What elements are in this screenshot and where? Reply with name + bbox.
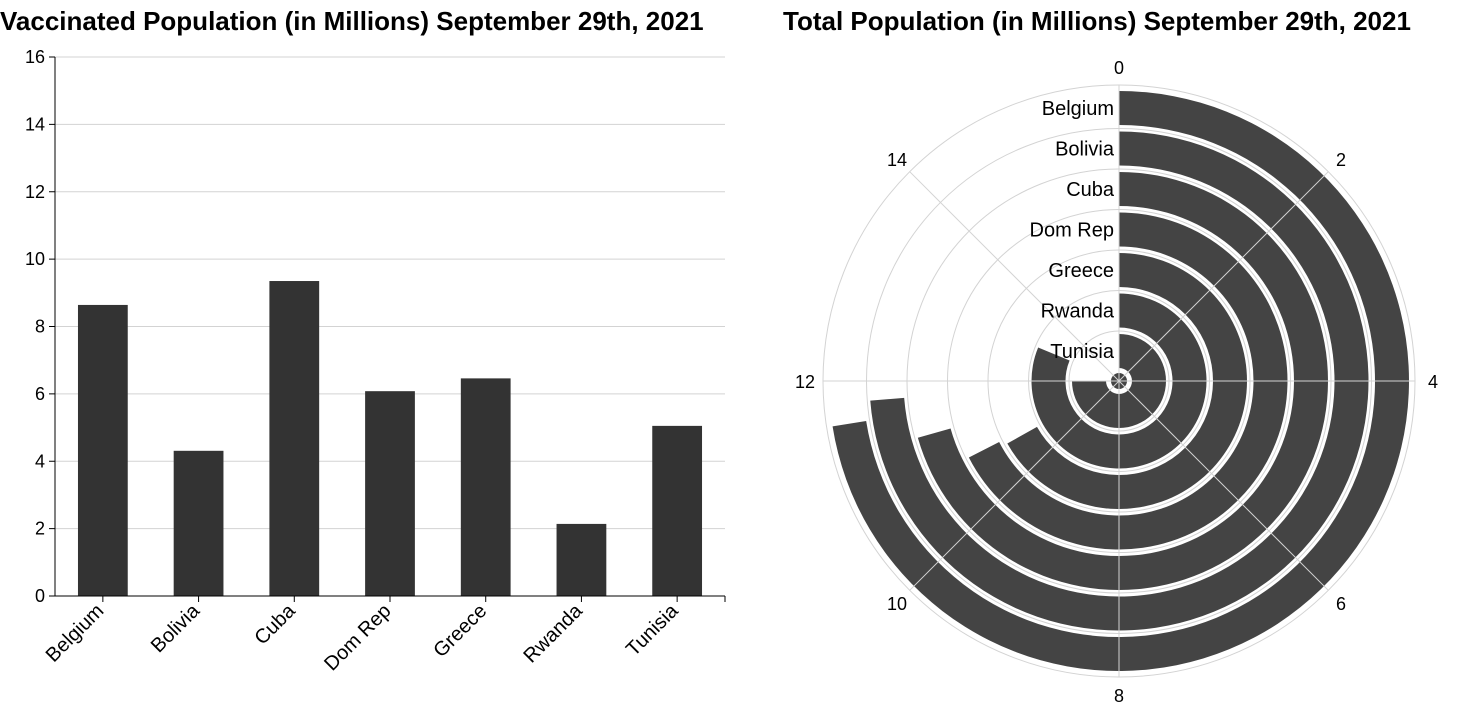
- bar-y-tick-label: 12: [25, 182, 45, 202]
- bar-y-tick-label: 2: [35, 519, 45, 539]
- radial-angle-tick-label: 12: [795, 372, 815, 392]
- radial-chart: Total Population (in Millions) September…: [783, 6, 1438, 706]
- radial-angle-tick-label: 8: [1114, 686, 1124, 706]
- radial-ring-label: Dom Rep: [1030, 220, 1114, 242]
- radial-spoke: [909, 171, 1120, 382]
- bar-belgium: [77, 304, 128, 596]
- bar-rwanda: [556, 523, 607, 596]
- bar-chart-title: Vaccinated Population (in Millions) Sept…: [0, 6, 704, 36]
- radial-angle-tick-label: 10: [887, 594, 907, 614]
- bar-y-tick-label: 0: [35, 586, 45, 606]
- bar-y-tick-label: 6: [35, 384, 45, 404]
- bar-x-tick-label: Belgium: [42, 600, 109, 667]
- radial-chart-ring-labels: Belgium Bolivia Cuba Dom Rep Greece Rwanda Tun…: [1030, 98, 1115, 363]
- bar-x-tick-label: Tunisia: [622, 599, 683, 660]
- bar-greece: [460, 378, 511, 596]
- bar-x-tick-label: Rwanda: [520, 599, 588, 667]
- bar-chart: Vaccinated Population (in Millions) Sept…: [0, 6, 726, 675]
- radial-spoke: [909, 380, 1120, 591]
- radial-spoke: [1118, 380, 1329, 591]
- bar-x-tick-label: Dom Rep: [320, 600, 395, 675]
- radial-angle-tick-label: 2: [1336, 150, 1346, 170]
- radial-ring-label: Cuba: [1066, 179, 1115, 201]
- bar-y-tick-label: 8: [35, 317, 45, 337]
- bar-y-tick-label: 10: [25, 249, 45, 269]
- radial-spoke: [1118, 171, 1329, 382]
- bar-chart-y-ticks: 0 2 4 6 8 10 12 14 16: [25, 47, 55, 606]
- radial-angle-tick-label: 0: [1114, 58, 1124, 78]
- bar-tunisia: [652, 425, 703, 596]
- bar-dom-rep: [365, 391, 415, 596]
- radial-angle-tick-label: 6: [1336, 594, 1346, 614]
- radial-ring-label: Greece: [1048, 260, 1114, 282]
- bar-cuba: [269, 281, 320, 596]
- radial-angle-tick-label: 14: [887, 150, 907, 170]
- bar-y-tick-label: 16: [25, 47, 45, 67]
- radial-ring-label: Tunisia: [1050, 341, 1115, 363]
- radial-ring-label: Rwanda: [1041, 301, 1115, 323]
- bar-y-tick-label: 14: [25, 114, 45, 134]
- bar-x-tick-label: Cuba: [250, 599, 300, 649]
- bar-bolivia: [173, 450, 224, 596]
- bar-x-tick-label: Greece: [429, 600, 491, 662]
- bar-x-tick-label: Bolivia: [147, 599, 205, 657]
- bar-chart-bars: [77, 281, 703, 596]
- bar-y-tick-label: 4: [35, 451, 45, 471]
- radial-chart-title: Total Population (in Millions) September…: [783, 6, 1411, 36]
- radial-angle-tick-label: 4: [1428, 372, 1438, 392]
- radial-ring-label: Bolivia: [1055, 139, 1115, 161]
- radial-chart-angular-ticks: 0 2 4 6 8 10 12 14: [795, 58, 1438, 706]
- bar-chart-x-ticks: Belgium Bolivia Cuba Dom Rep Greece Rwanda Tun…: [42, 596, 683, 675]
- radial-ring-label: Belgium: [1042, 98, 1114, 120]
